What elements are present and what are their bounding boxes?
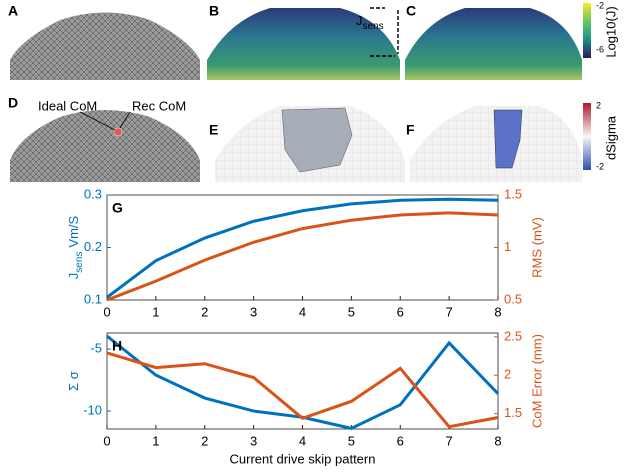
colorbar [583,3,591,58]
y2-label: RMS (mV) [529,217,544,278]
com-marker [114,128,122,136]
y-tick-label: 0.2 [84,239,102,254]
heatmap-b [207,8,400,80]
y-tick-label: -10 [83,402,102,417]
mesh-d [10,110,200,182]
y-tick-label: 0.3 [84,186,102,201]
figure: A B C D E F Ideal CoM Rec CoM Jsens -2 -… [0,0,629,472]
panel-label: A [8,3,18,19]
y-label: Σ σ [66,371,81,391]
y-label: JsensVm/S [66,215,84,279]
x-tick-label: 7 [446,433,453,448]
page: A B C D E F Ideal CoM Rec CoM Jsens -2 -… [0,0,629,472]
x-tick-label: 8 [494,433,501,448]
x-label: Current drive skip pattern [230,451,376,466]
y2-tick-label: 2 [504,367,511,382]
y2-tick-label: 2.5 [504,328,522,343]
panel-label: C [406,3,416,19]
x-tick-label: 6 [397,304,404,319]
y2-label: CoM Error (mm) [529,334,544,428]
y-label: sens [74,252,85,273]
annotation: sens [363,21,384,32]
heatmap-c [405,8,582,80]
annotation: Ideal CoM [38,98,97,113]
panel-label: B [209,3,219,19]
y-tick-label: -5 [90,341,102,356]
x-tick-label: 6 [397,433,404,448]
colorbar-label: Log10(J) [603,6,618,57]
x-tick-label: 3 [250,304,257,319]
x-tick-label: 7 [446,304,453,319]
x-tick-label: 5 [348,433,355,448]
x-tick-label: 1 [152,304,159,319]
y-label: Vm/S [66,215,81,247]
x-tick-label: 1 [152,433,159,448]
panel-label: G [112,200,123,216]
mesh-a [10,13,200,81]
panel-label: H [112,338,122,354]
series-line [107,353,498,427]
x-tick-label: 4 [299,304,306,319]
colorbar-label: dSigma [603,115,618,160]
y2-tick-label: 1 [504,239,511,254]
panel-label: F [406,122,415,138]
x-tick-label: 0 [103,304,110,319]
panel-label: E [209,122,218,138]
panel-label: D [8,95,18,111]
x-tick-label: 2 [201,433,208,448]
colorbar [583,103,591,170]
x-tick-label: 3 [250,433,257,448]
annotation: Rec CoM [132,98,186,113]
x-tick-label: 4 [299,433,306,448]
y2-tick-label: 0.5 [504,291,522,306]
y-tick-label: 0.1 [84,291,102,306]
colorbar-tick: 2 [596,100,601,110]
x-tick-label: 8 [494,304,501,319]
colorbar-tick: -2 [596,161,604,171]
x-tick-label: 2 [201,304,208,319]
y-label: Σ σ [66,371,81,391]
x-tick-label: 5 [348,304,355,319]
y2-tick-label: 1.5 [504,186,522,201]
x-tick-label: 0 [103,433,110,448]
y2-tick-label: 1.5 [504,405,522,420]
